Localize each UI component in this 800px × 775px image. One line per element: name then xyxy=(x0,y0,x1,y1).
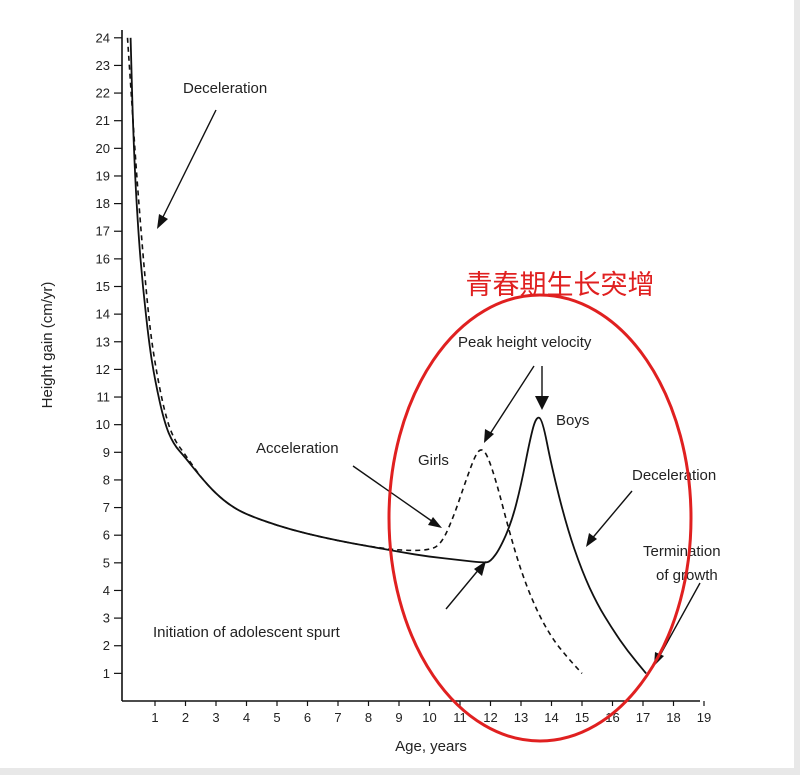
x-tick-label: 8 xyxy=(365,710,372,725)
x-tick-label: 7 xyxy=(334,710,341,725)
series-line-boys xyxy=(129,37,647,674)
y-tick-label: 4 xyxy=(103,583,110,598)
x-tick-label: 2 xyxy=(182,710,189,725)
x-tick-label: 12 xyxy=(483,710,497,725)
arrow-deceleration-late xyxy=(589,490,633,542)
arrowhead-deceleration-early xyxy=(157,214,168,229)
y-tick-label: 20 xyxy=(96,141,110,156)
x-tick-label: 10 xyxy=(422,710,436,725)
x-tick-label: 9 xyxy=(395,710,402,725)
y-tick-label: 13 xyxy=(96,334,110,349)
y-tick-label: 9 xyxy=(103,445,110,460)
y-tick-label: 17 xyxy=(96,224,110,239)
x-tick-label: 14 xyxy=(544,710,558,725)
y-tick-label: 11 xyxy=(97,390,111,405)
annotations: Deceleration Acceleration Girls Boys Pea… xyxy=(153,80,721,641)
x-tick-label: 13 xyxy=(514,710,528,725)
y-tick-label: 6 xyxy=(103,528,110,543)
label-peak-height-velocity: Peak height velocity xyxy=(458,334,592,351)
y-tick-label: 7 xyxy=(103,500,110,515)
highlight-ellipse xyxy=(387,293,693,743)
x-tick-label: 19 xyxy=(697,710,711,725)
y-tick-label: 22 xyxy=(96,86,110,101)
y-tick-label: 12 xyxy=(96,362,110,377)
arrowhead-peak-girls xyxy=(484,429,494,443)
y-tick-label: 24 xyxy=(96,30,110,45)
y-tick-label: 19 xyxy=(96,168,110,183)
x-tick-label: 6 xyxy=(304,710,311,725)
y-axis-label: Height gain (cm/yr) xyxy=(39,282,56,409)
arrowhead-acceleration xyxy=(428,517,442,528)
y-tick-label: 21 xyxy=(96,113,110,128)
series-layer xyxy=(126,37,647,674)
x-ticks: 1 2 3 4 5 6 7 8 9 10 11 12 13 14 15 16 17 18 19 xyxy=(151,701,711,725)
y-tick-label: 10 xyxy=(96,417,110,432)
arrowhead-deceleration-late xyxy=(586,533,597,547)
y-tick-label: 15 xyxy=(96,279,110,294)
arrow-deceleration-early xyxy=(160,109,217,222)
highlight-label: 青春期生长突增 xyxy=(466,270,655,301)
x-tick-label: 1 xyxy=(151,710,158,725)
x-axis-label: Age, years xyxy=(395,738,467,755)
x-tick-label: 3 xyxy=(212,710,219,725)
x-tick-label: 18 xyxy=(666,710,680,725)
series-line-girls xyxy=(126,37,583,674)
x-tick-label: 11 xyxy=(453,710,467,725)
y-tick-label: 18 xyxy=(96,196,110,211)
arrow-peak-girls xyxy=(487,365,535,438)
label-deceleration-late: Deceleration xyxy=(632,467,716,484)
label-acceleration: Acceleration xyxy=(256,440,339,457)
arrow-initiation xyxy=(445,567,481,610)
x-tick-label: 5 xyxy=(273,710,280,725)
y-tick-label: 1 xyxy=(103,666,110,681)
arrowhead-initiation xyxy=(474,561,486,576)
y-tick-label: 23 xyxy=(96,58,110,73)
y-tick-label: 14 xyxy=(96,307,110,322)
label-termination-line1: Termination xyxy=(643,543,721,560)
arrowheads xyxy=(157,214,664,666)
x-tick-label: 17 xyxy=(636,710,650,725)
label-boys: Boys xyxy=(556,412,589,429)
arrows xyxy=(160,109,701,660)
y-tick-label: 8 xyxy=(103,472,110,487)
axes xyxy=(121,30,700,702)
x-tick-label: 4 xyxy=(243,710,250,725)
y-tick-label: 16 xyxy=(96,251,110,266)
x-tick-label: 16 xyxy=(605,710,619,725)
arrowhead-peak-boys xyxy=(535,396,549,410)
y-tick-label: 5 xyxy=(103,555,110,570)
label-girls: Girls xyxy=(418,452,449,469)
y-tick-label: 2 xyxy=(103,638,110,653)
y-tick-label: 3 xyxy=(103,611,110,626)
label-deceleration-early: Deceleration xyxy=(183,80,267,97)
label-initiation: Initiation of adolescent spurt xyxy=(153,624,341,641)
arrow-acceleration xyxy=(352,465,437,525)
x-tick-label: 15 xyxy=(575,710,589,725)
